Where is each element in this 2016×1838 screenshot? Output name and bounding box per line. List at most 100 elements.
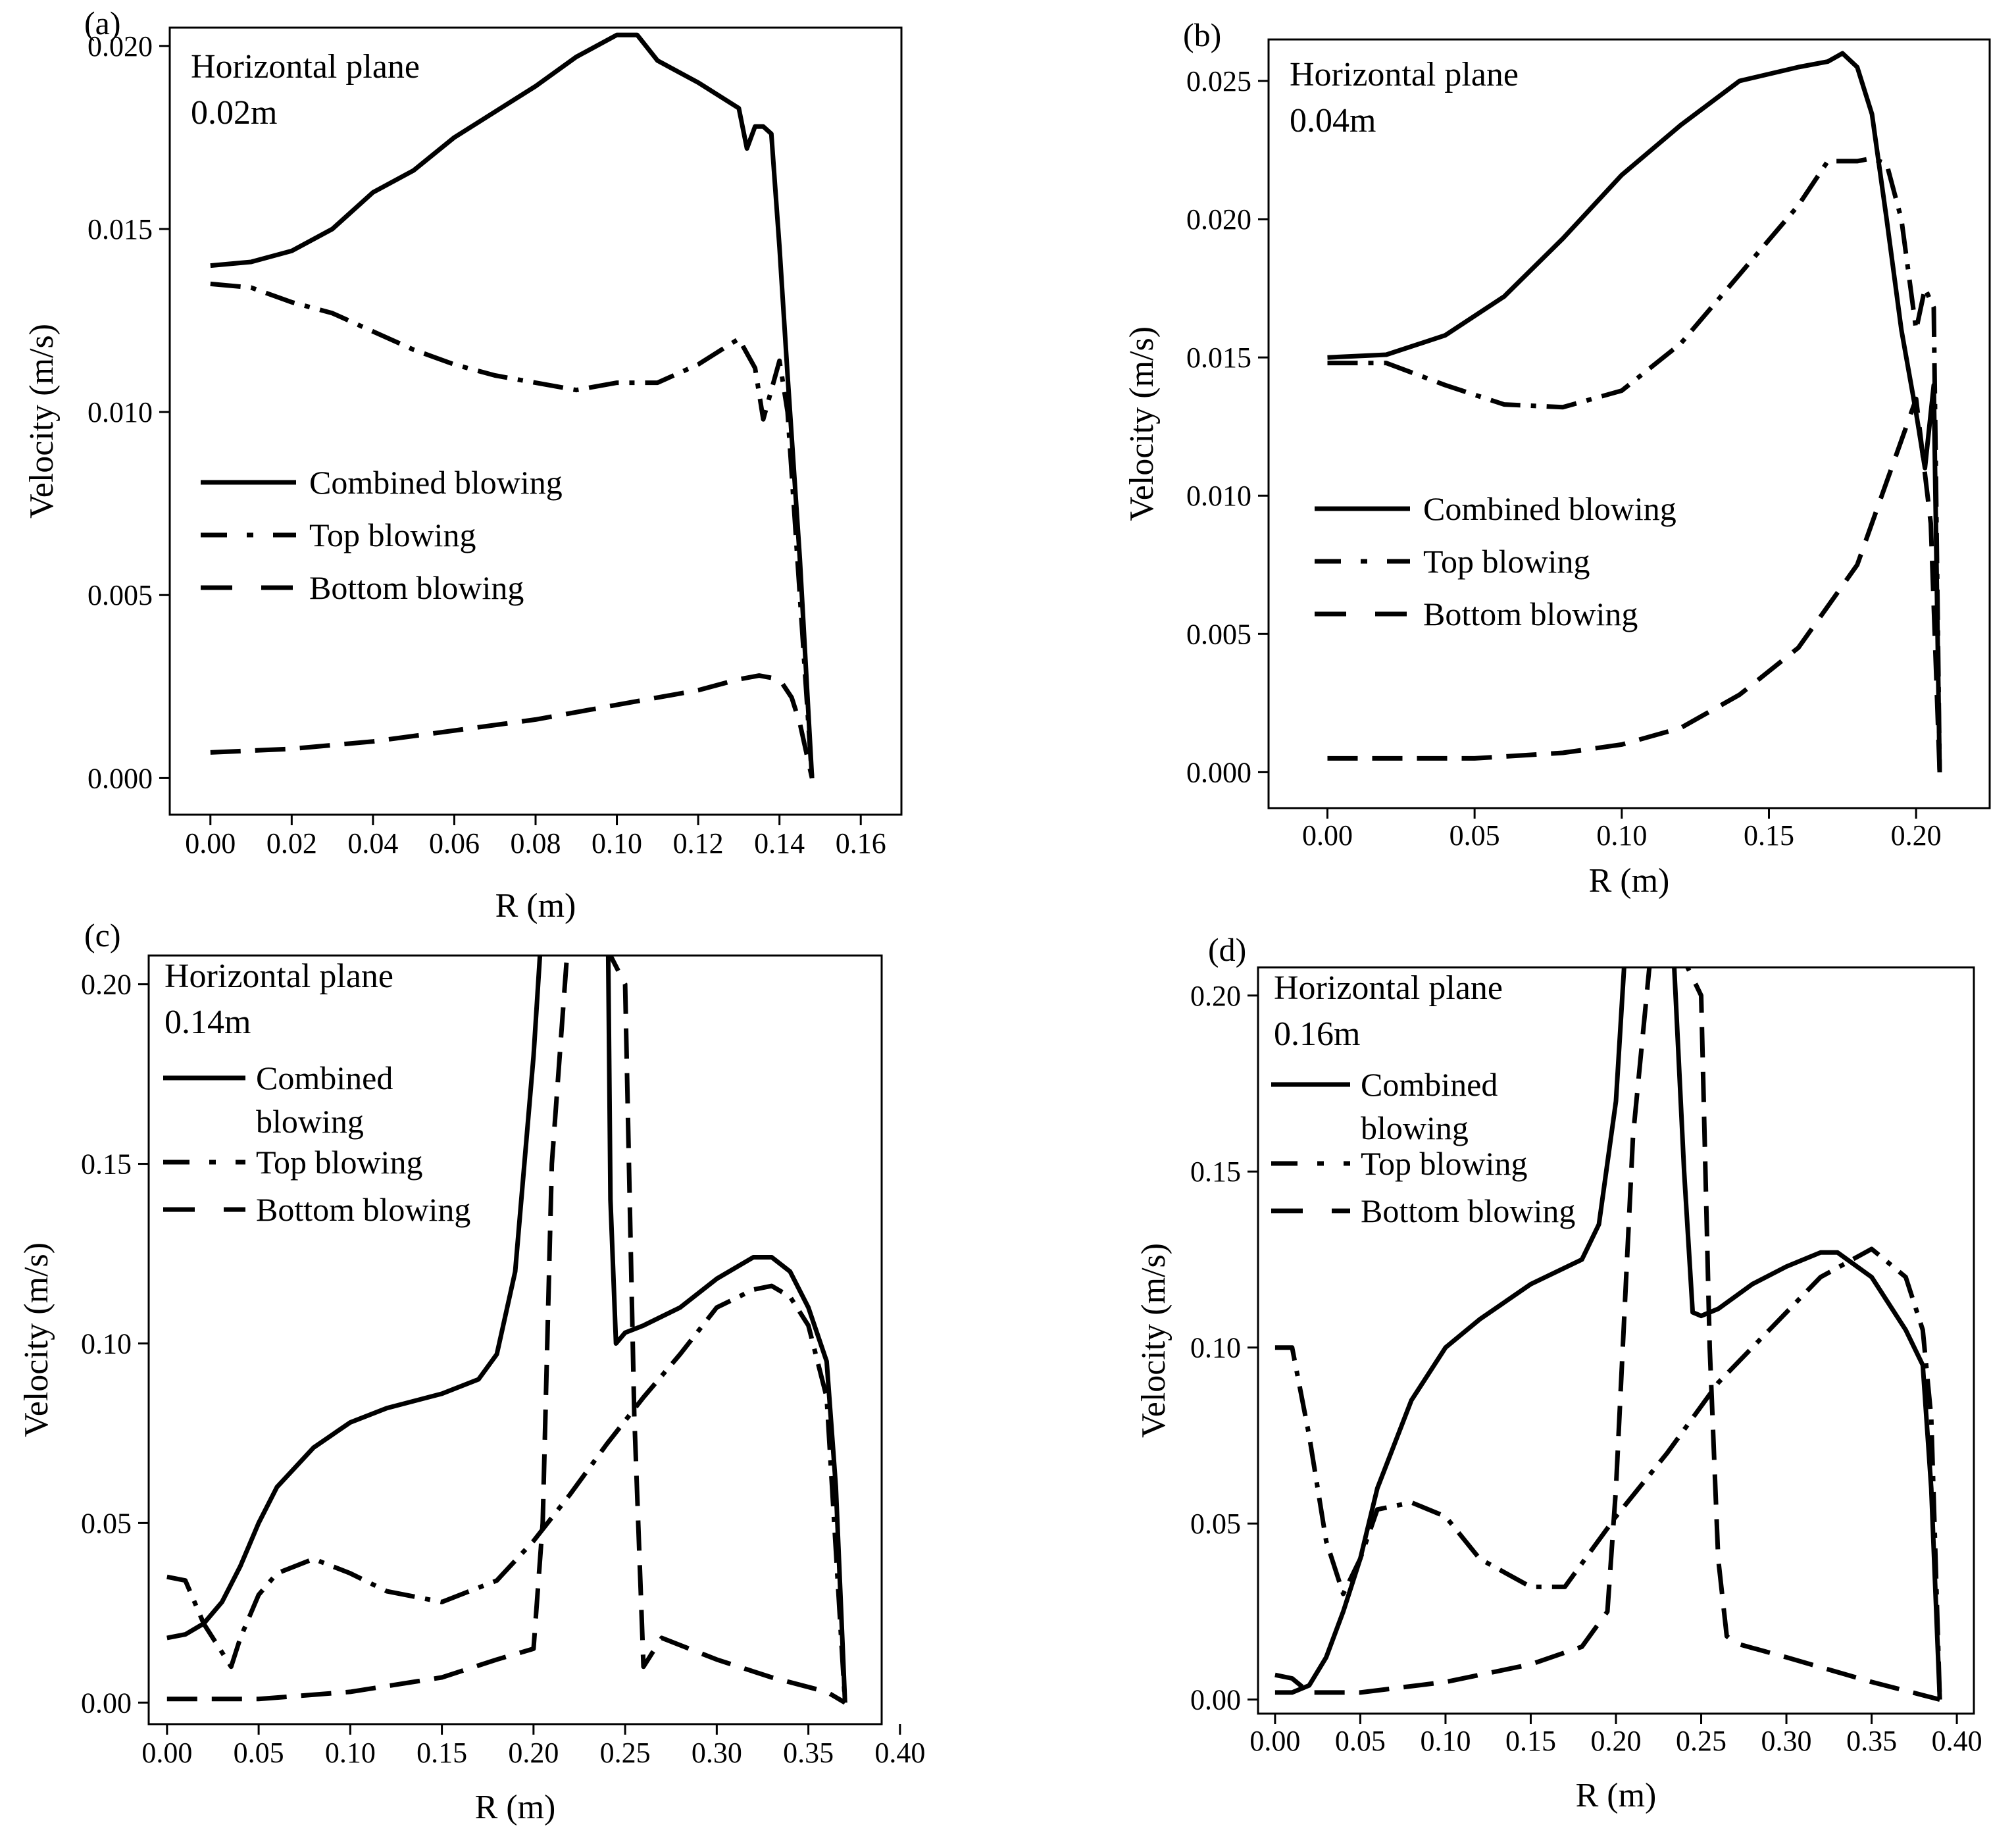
y-tick-label: 0.020 <box>88 30 153 63</box>
panel-tag: (c) <box>84 917 121 954</box>
y-tick-label: 0.05 <box>81 1507 132 1539</box>
legend-label: Combined blowing <box>1361 1066 1498 1146</box>
series-group <box>1274 967 1942 1702</box>
x-tick-label: 0.15 <box>1744 819 1794 852</box>
x-tick-label: 0.25 <box>1676 1725 1726 1757</box>
x-tick-label: 0.16 <box>836 827 886 859</box>
y-tick-label: 0.020 <box>1186 203 1251 236</box>
x-tick-label: 0.25 <box>600 1737 651 1769</box>
legend-label: Bottom blowing <box>309 569 524 606</box>
y-axis-label: Velocity (m/s) <box>18 1242 55 1437</box>
legend-label: Top blowing <box>1361 1145 1527 1182</box>
x-tick-label: 0.15 <box>1505 1725 1556 1757</box>
x-tick-label: 0.20 <box>1891 819 1942 852</box>
panel-c: 0.00 0.05 0.10 0.15 0.20 0.25 0.30 0.35 0.40 0.00… <box>18 917 925 1826</box>
legend-label: Top blowing <box>309 517 476 553</box>
y-tick-label: 0.10 <box>81 1327 132 1360</box>
x-tick-label: 0.14 <box>754 827 805 859</box>
x-tick-label: 0.05 <box>1449 819 1500 852</box>
series-line-top-blowing <box>1327 156 1942 773</box>
y-axis-label: Velocity (m/s) <box>23 324 61 519</box>
series-line-bottom-blowing <box>1327 396 1942 773</box>
x-tick-label: 0.10 <box>1596 819 1647 852</box>
series-group <box>166 956 847 1705</box>
x-axis-label: R (m) <box>1576 1777 1657 1814</box>
y-tick-label: 0.15 <box>81 1148 132 1181</box>
annotation-height: 0.14m <box>164 1004 251 1041</box>
y-tick-label: 0.10 <box>1190 1332 1241 1364</box>
x-tick-label: 0.30 <box>1761 1725 1812 1757</box>
y-tick-label: 0.005 <box>1186 618 1251 650</box>
series-line-top-blowing <box>166 1283 847 1703</box>
x-tick-label: 0.06 <box>429 827 480 859</box>
x-tick-label: 0.35 <box>1846 1725 1897 1757</box>
legend: Combined blowing Top blowing Bottom blowin… <box>201 464 563 606</box>
panel-tag: (d) <box>1208 931 1246 968</box>
legend-label: Bottom blowing <box>1361 1192 1575 1229</box>
x-tick-label: 0.02 <box>266 827 317 859</box>
y-tick-label: 0.005 <box>88 579 153 611</box>
panel-tag: (b) <box>1183 16 1221 53</box>
x-tick-label: 0.00 <box>1249 1725 1300 1757</box>
y-tick-label: 0.00 <box>81 1687 132 1719</box>
legend-label: Bottom blowing <box>1423 596 1638 632</box>
x-tick-label: 0.40 <box>874 1737 925 1769</box>
panel-b: 0.00 0.05 0.10 0.15 0.20 0.000 0.005 0.010 0.015… <box>1123 16 1991 900</box>
y-tick-label: 0.010 <box>88 396 153 428</box>
x-tick-label: 0.10 <box>325 1737 376 1769</box>
x-tick-label: 0.12 <box>673 827 724 859</box>
series-group <box>210 32 815 779</box>
plot-frame <box>147 954 883 1725</box>
y-tick-label: 0.05 <box>1190 1508 1241 1540</box>
plot-frame <box>1267 38 1991 809</box>
x-tick-label: 0.04 <box>347 827 398 859</box>
panel-d: 0.00 0.05 0.10 0.15 0.20 0.25 0.30 0.35 0.40 0.00… <box>1135 931 1982 1814</box>
annotation-plane: Horizontal plane <box>1274 969 1503 1007</box>
x-tick-label: 0.35 <box>783 1737 834 1769</box>
panel-a: 0.00 0.02 0.04 0.06 0.08 0.10 0.12 0.14 0.16 0.00… <box>23 5 903 925</box>
legend-label: Combined blowing <box>256 1059 393 1140</box>
x-tick-label: 0.20 <box>1591 1725 1642 1757</box>
x-tick-label: 0.15 <box>416 1737 467 1769</box>
series-group <box>1327 51 1942 773</box>
legend-label: Combined blowing <box>1423 490 1676 527</box>
x-tick-label: 0.00 <box>141 1737 192 1769</box>
x-tick-label: 0.00 <box>1302 819 1353 852</box>
x-tick-label: 0.40 <box>1932 1725 1982 1757</box>
y-axis-label: Velocity (m/s) <box>1135 1243 1172 1438</box>
x-tick-label: 0.20 <box>508 1737 559 1769</box>
annotation-height: 0.02m <box>191 94 277 132</box>
x-tick-label: 0.08 <box>511 827 561 859</box>
y-tick-label: 0.000 <box>1186 756 1251 788</box>
x-tick-label: 0.30 <box>692 1737 742 1769</box>
x-tick-label: 0.00 <box>185 827 236 859</box>
x-tick-label: 0.10 <box>592 827 642 859</box>
series-line-bottom-blowing <box>210 673 815 779</box>
series-line-combined-blowing <box>166 956 847 1703</box>
legend-label: Combined blowing <box>309 464 563 501</box>
x-axis-label: R (m) <box>495 887 576 925</box>
x-tick-label: 0.10 <box>1420 1725 1471 1757</box>
annotation-plane: Horizontal plane <box>164 957 393 995</box>
y-axis-label: Velocity (m/s) <box>1123 326 1161 521</box>
x-tick-label: 0.05 <box>1335 1725 1386 1757</box>
annotation-height: 0.04m <box>1290 102 1376 140</box>
y-tick-label: 0.20 <box>1190 980 1241 1012</box>
series-line-bottom-blowing <box>1274 967 1941 1702</box>
legend: Combined blowing Top blowing Bottom blowin… <box>1315 490 1676 632</box>
y-tick-label: 0.025 <box>1186 65 1251 97</box>
y-tick-label: 0.015 <box>1186 342 1251 374</box>
x-axis-label: R (m) <box>1589 862 1670 900</box>
y-tick-label: 0.000 <box>88 762 153 794</box>
y-tick-label: 0.00 <box>1190 1684 1241 1716</box>
annotation-height: 0.16m <box>1274 1015 1360 1053</box>
y-tick-label: 0.010 <box>1186 480 1251 512</box>
annotation-plane: Horizontal plane <box>1290 56 1519 93</box>
series-line-top-blowing <box>210 281 815 779</box>
legend-label: Bottom blowing <box>256 1191 470 1228</box>
annotation-plane: Horizontal plane <box>191 48 420 86</box>
y-tick-label: 0.015 <box>88 213 153 245</box>
